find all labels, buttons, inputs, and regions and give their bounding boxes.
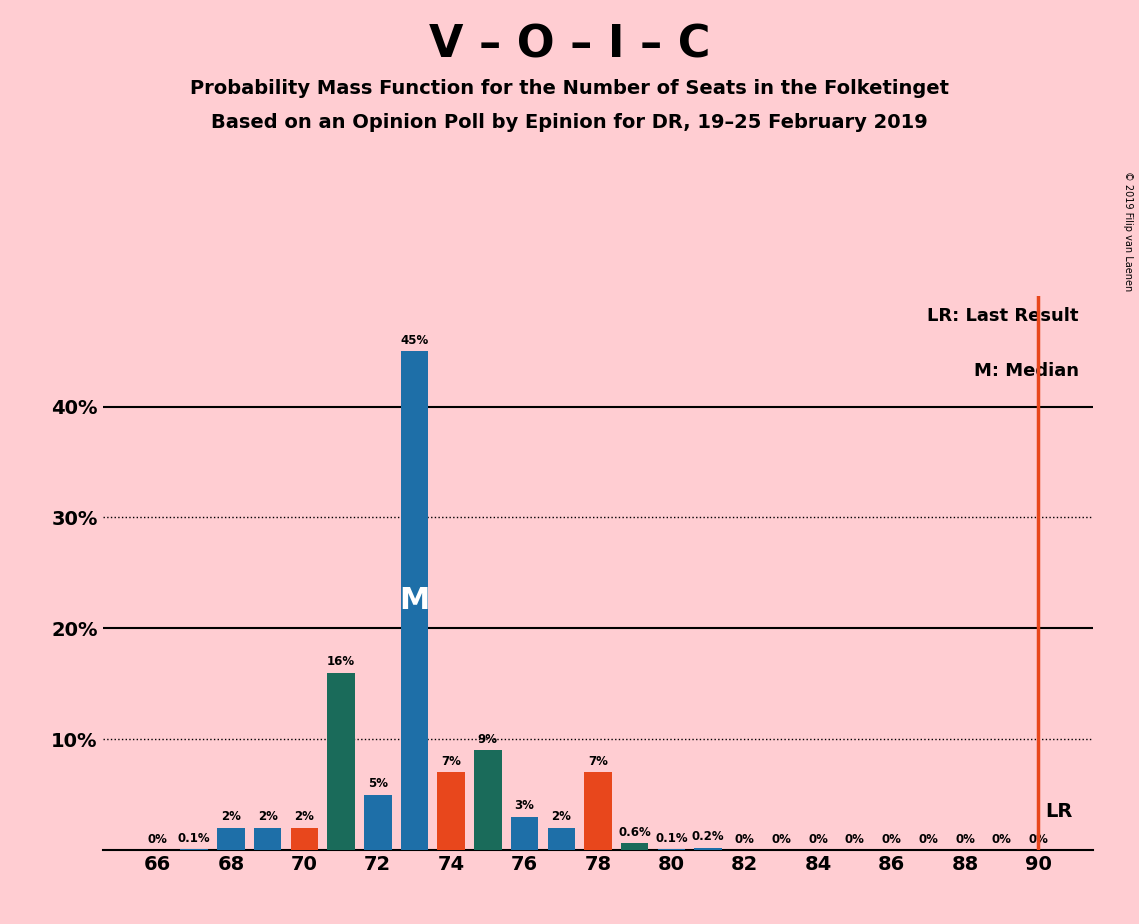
Text: 0.1%: 0.1% — [178, 832, 211, 845]
Text: 0%: 0% — [882, 833, 902, 845]
Text: 7%: 7% — [441, 755, 461, 768]
Bar — [621, 844, 648, 850]
Text: 7%: 7% — [588, 755, 608, 768]
Bar — [548, 828, 575, 850]
Text: 2%: 2% — [294, 810, 314, 823]
Bar — [510, 817, 539, 850]
Text: Probability Mass Function for the Number of Seats in the Folketinget: Probability Mass Function for the Number… — [190, 79, 949, 98]
Bar — [695, 848, 722, 850]
Text: 0%: 0% — [771, 833, 792, 845]
Text: 0%: 0% — [918, 833, 939, 845]
Bar — [584, 772, 612, 850]
Text: © 2019 Filip van Laenen: © 2019 Filip van Laenen — [1123, 171, 1133, 291]
Text: 0.6%: 0.6% — [618, 826, 652, 839]
Text: 2%: 2% — [551, 810, 572, 823]
Bar — [401, 351, 428, 850]
Text: V – O – I – C: V – O – I – C — [428, 23, 711, 67]
Text: LR: Last Result: LR: Last Result — [927, 307, 1079, 324]
Text: LR: LR — [1046, 802, 1073, 821]
Text: 0%: 0% — [845, 833, 865, 845]
Text: 0%: 0% — [735, 833, 755, 845]
Bar — [437, 772, 465, 850]
Bar — [657, 849, 686, 850]
Text: 16%: 16% — [327, 655, 355, 668]
Text: 2%: 2% — [257, 810, 278, 823]
Text: 0%: 0% — [809, 833, 828, 845]
Bar — [254, 828, 281, 850]
Text: 0%: 0% — [148, 833, 167, 845]
Bar — [474, 750, 501, 850]
Text: 45%: 45% — [400, 334, 428, 346]
Text: M: Median: M: Median — [974, 362, 1079, 380]
Text: 3%: 3% — [515, 799, 534, 812]
Text: 0%: 0% — [1029, 833, 1048, 845]
Bar — [180, 849, 208, 850]
Text: Based on an Opinion Poll by Epinion for DR, 19–25 February 2019: Based on an Opinion Poll by Epinion for … — [211, 113, 928, 132]
Text: M: M — [400, 586, 429, 615]
Bar — [218, 828, 245, 850]
Bar — [327, 673, 355, 850]
Text: 9%: 9% — [478, 733, 498, 746]
Bar — [364, 795, 392, 850]
Text: 0%: 0% — [954, 833, 975, 845]
Text: 0.1%: 0.1% — [655, 832, 688, 845]
Text: 2%: 2% — [221, 810, 241, 823]
Text: 0%: 0% — [992, 833, 1011, 845]
Text: 0.2%: 0.2% — [691, 831, 724, 844]
Text: 5%: 5% — [368, 777, 387, 790]
Bar — [290, 828, 318, 850]
